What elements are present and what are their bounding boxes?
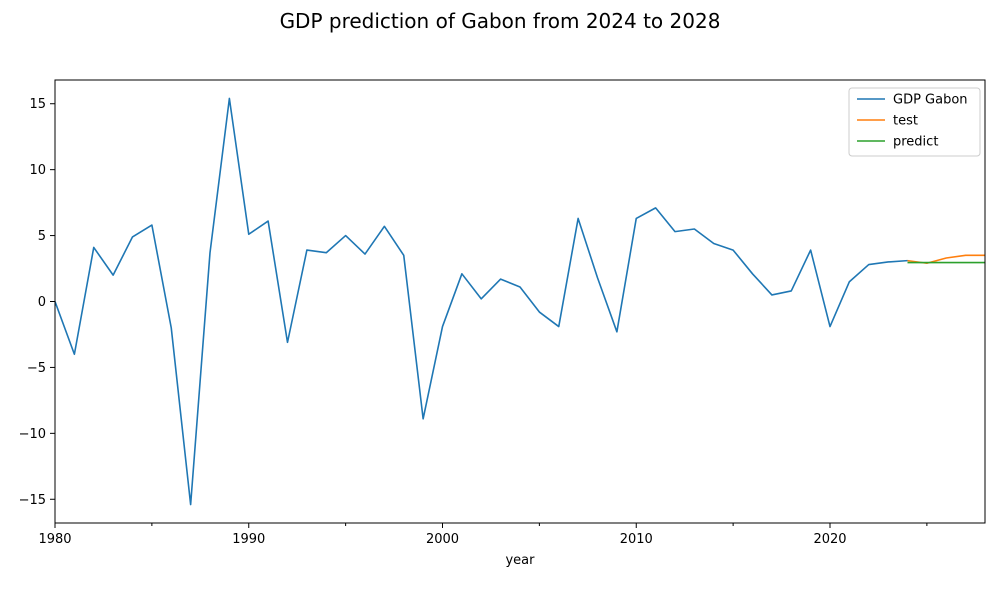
- y-tick-label: 15: [29, 97, 46, 112]
- chart-title: GDP prediction of Gabon from 2024 to 202…: [280, 9, 721, 33]
- x-tick-label: 2010: [620, 532, 653, 547]
- y-tick-label: 10: [29, 163, 46, 178]
- legend-label-test: test: [893, 114, 918, 129]
- x-tick-label: 1990: [232, 532, 265, 547]
- x-tick-label: 2020: [813, 532, 846, 547]
- legend-label-gdp-gabon: GDP Gabon: [893, 93, 968, 108]
- y-tick-label: −10: [19, 427, 46, 442]
- series-layer: [55, 97, 985, 506]
- x-tick-label: 2000: [426, 532, 459, 547]
- x-axis: 1980 1990 2000 2010 2020: [38, 523, 928, 547]
- legend-label-predict: predict: [893, 135, 938, 150]
- series-line-gdp-gabon: [55, 97, 908, 506]
- legend: GDP Gabon test predict: [848, 87, 981, 157]
- x-axis-label: year: [505, 553, 535, 568]
- x-tick-label: 1980: [38, 532, 71, 547]
- y-tick-label: −15: [19, 493, 46, 508]
- y-tick-label: −5: [27, 361, 46, 376]
- y-tick-label: 5: [38, 229, 46, 244]
- legend-box: [848, 87, 981, 157]
- y-tick-label: 0: [38, 295, 46, 310]
- y-axis: −15 −10 −5 0 5 10 15: [19, 97, 55, 508]
